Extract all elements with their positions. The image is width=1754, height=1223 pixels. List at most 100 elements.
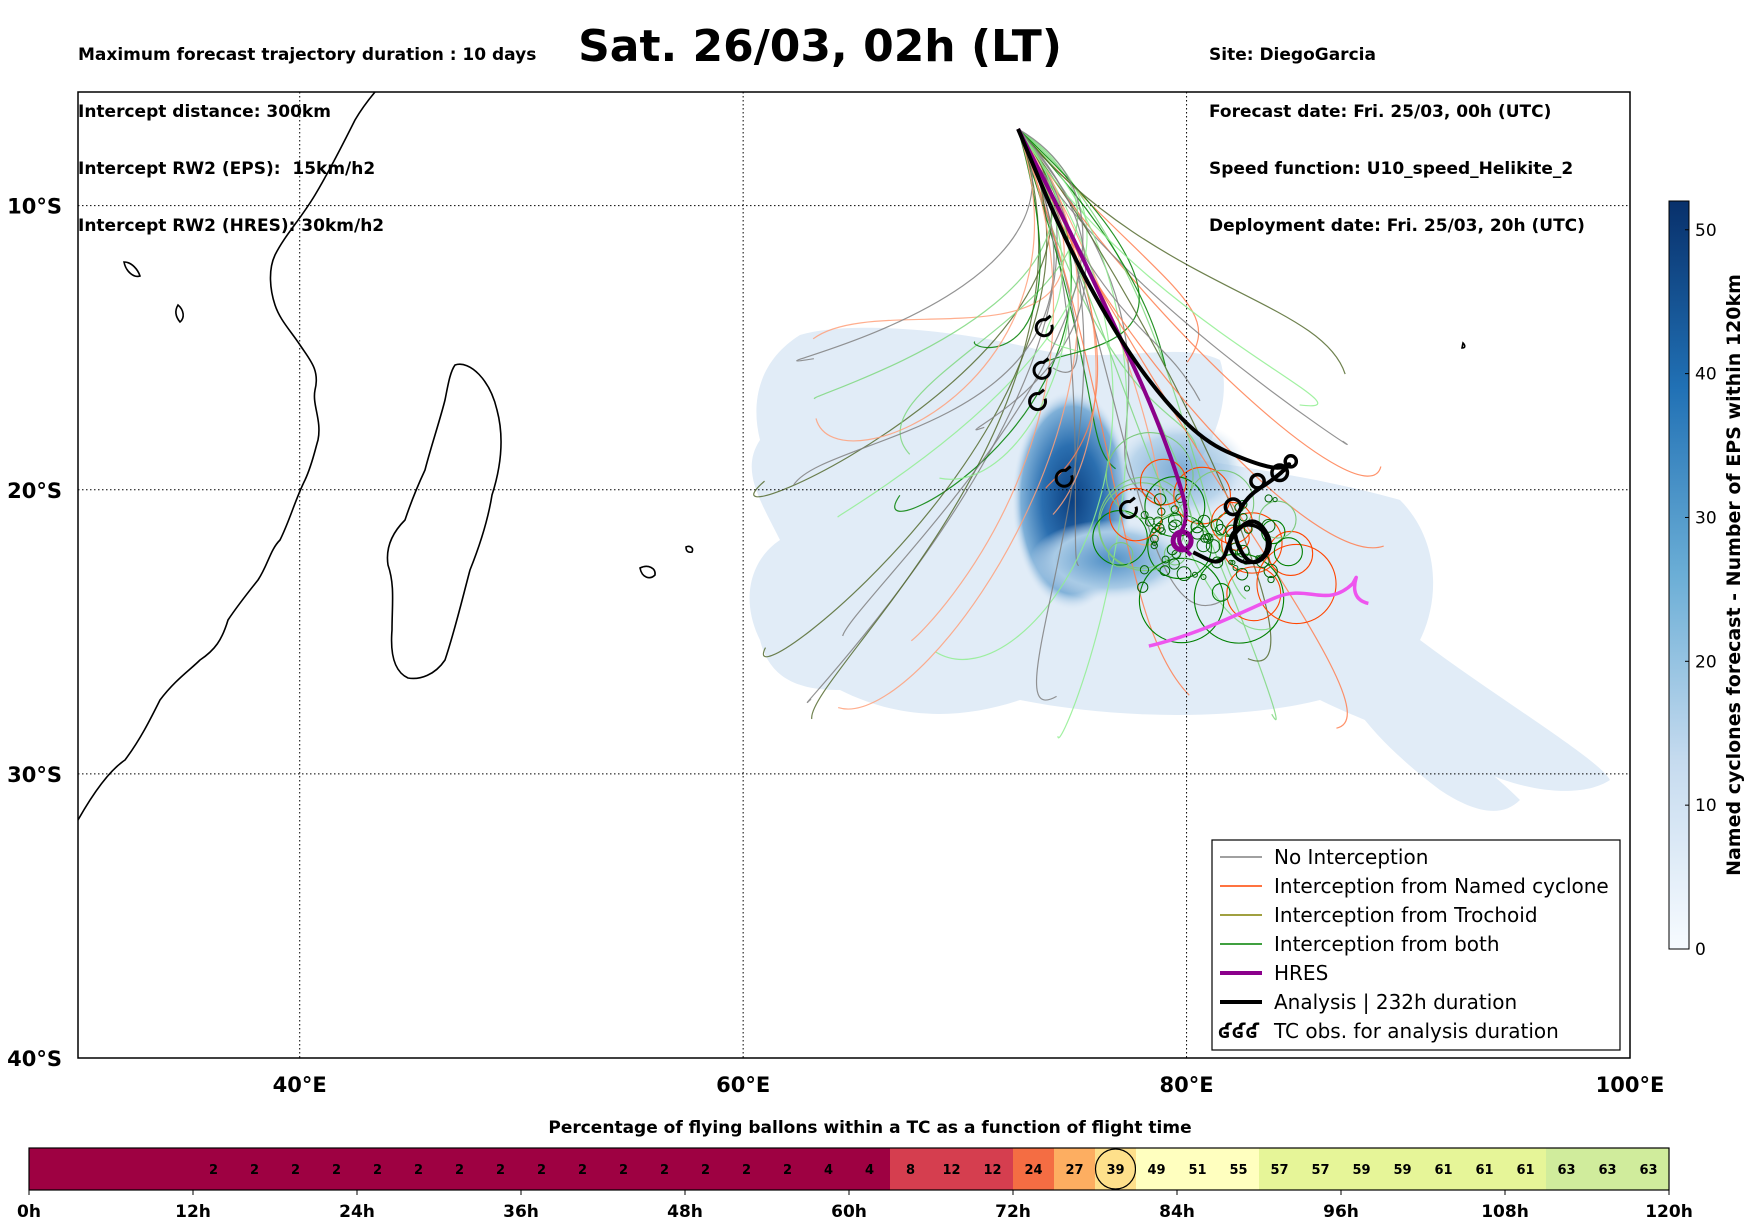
- interception-loop: [1210, 518, 1224, 532]
- timeline-value: 2: [701, 1163, 710, 1178]
- colorbar: Named cyclones forecast - Number of EPS …: [1668, 200, 1745, 960]
- timeline-cell: [1382, 1148, 1424, 1190]
- interception-loop: [1144, 516, 1155, 527]
- colorbar-tick-label: 10: [1695, 796, 1717, 816]
- timeline-cell: [644, 1148, 686, 1190]
- ensemble-track: [837, 128, 1088, 518]
- legend-label: Interception from Named cyclone: [1274, 874, 1609, 898]
- interception-loop: [1267, 575, 1275, 584]
- timeline-value: 2: [578, 1163, 587, 1178]
- timeline-value: 2: [660, 1163, 669, 1178]
- timeline-cell: [1587, 1148, 1629, 1190]
- timeline-cell: [1300, 1148, 1342, 1190]
- timeline-time-label: 36h: [503, 1202, 539, 1222]
- y-tick-label: 10°S: [7, 195, 62, 219]
- interception-loop: [1256, 543, 1337, 625]
- legend-label: Analysis | 232h duration: [1274, 990, 1517, 1014]
- chart-title: Sat. 26/03, 02h (LT): [578, 21, 1062, 72]
- interception-loop: [1139, 458, 1187, 506]
- legend-item: Interception from Named cyclone: [1220, 874, 1609, 898]
- legend-swatch-symbol: ʛʛʛ: [1218, 1019, 1259, 1043]
- hres-loop: [1170, 529, 1194, 553]
- ensemble-track: [1017, 128, 1079, 373]
- interception-loop: [1203, 533, 1214, 544]
- interception-loop: [1228, 559, 1234, 565]
- flight-time-timeline: Percentage of flying ballons within a TC…: [17, 1118, 1693, 1222]
- timeline-cell: [849, 1148, 891, 1190]
- interception-loop: [1273, 537, 1303, 567]
- interception-loop: [1190, 526, 1204, 540]
- ensemble-track: [1017, 128, 1128, 739]
- timeline-value: 12: [942, 1163, 960, 1178]
- legend-label: HRES: [1274, 961, 1328, 985]
- map-axis-labels: 40°E 60°E 80°E 100°E 10°S 20°S 30°S 40°S: [7, 195, 1664, 1097]
- interception-loop: [1168, 558, 1180, 570]
- timeline-cell: [1013, 1148, 1055, 1190]
- interception-loop: [1258, 500, 1297, 539]
- ensemble-track: [1017, 128, 1190, 696]
- interception-loop: [1105, 432, 1194, 520]
- ensemble-track: [753, 128, 1052, 498]
- x-tick-label: 40°E: [273, 1073, 327, 1097]
- hres-continuation-track: [1148, 575, 1369, 648]
- island: [639, 565, 656, 579]
- interception-loop: [1107, 542, 1134, 568]
- timeline-cell: [1423, 1148, 1465, 1190]
- y-tick-label: 40°S: [7, 1047, 62, 1071]
- param-max-duration: Maximum forecast trajectory duration : 1…: [78, 45, 537, 65]
- legend-item: Interception from both: [1220, 932, 1500, 956]
- deployment-date: Deployment date: Fri. 25/03, 20h (UTC): [1209, 216, 1585, 236]
- interception-loop: [1140, 510, 1149, 519]
- tc-obs-marker: [1032, 357, 1052, 380]
- tc-obs-marker: [1034, 314, 1054, 338]
- analysis-loop: [1249, 472, 1266, 490]
- island: [175, 303, 184, 324]
- legend-label: No Interception: [1274, 845, 1428, 869]
- legend-label: TC obs. for analysis duration: [1273, 1019, 1559, 1043]
- timeline-time-label: 48h: [667, 1202, 703, 1222]
- timeline-cell: [1218, 1148, 1260, 1190]
- interception-loop: [1153, 516, 1163, 527]
- timeline-cell: [685, 1148, 727, 1190]
- timeline-value: 2: [783, 1163, 792, 1178]
- interception-loop: [1154, 522, 1165, 533]
- timeline-value: 2: [537, 1163, 546, 1178]
- timeline-cell: [111, 1148, 153, 1190]
- timeline-time-label: 108h: [1481, 1202, 1529, 1222]
- map-plot: [78, 92, 1610, 821]
- legend-item: ʛʛʛ TC obs. for analysis duration: [1218, 1019, 1559, 1043]
- ensemble-track: [1017, 128, 1198, 449]
- timeline-cell: [1259, 1148, 1301, 1190]
- interception-loop: [1232, 564, 1239, 571]
- x-tick-label: 100°E: [1596, 1073, 1665, 1097]
- interception-loop: [1139, 565, 1150, 575]
- speed-function: Speed function: U10_speed_Helikite_2: [1209, 159, 1574, 179]
- x-tick-label: 60°E: [716, 1073, 770, 1097]
- y-tick-label: 20°S: [7, 479, 62, 503]
- timeline-cell: [439, 1148, 481, 1190]
- analysis-loop: [1228, 523, 1270, 565]
- interception-loop: [1211, 583, 1231, 602]
- colorbar-gradient: [1668, 200, 1690, 950]
- interception-loop: [1243, 585, 1251, 592]
- timeline-cell: [70, 1148, 112, 1190]
- interception-loop: [1159, 565, 1171, 577]
- timeline-cell: [275, 1148, 317, 1190]
- tc-obs-marker: [1028, 388, 1048, 412]
- ensemble-track: [1017, 128, 1140, 363]
- x-tick-label: 80°E: [1160, 1073, 1214, 1097]
- ensemble-track: [910, 128, 1054, 642]
- timeline-cell: [357, 1148, 399, 1190]
- timeline-time-label: 120h: [1645, 1202, 1693, 1222]
- timeline-cell: [931, 1148, 973, 1190]
- interception-loop: [1150, 534, 1159, 544]
- y-tick-label: 30°S: [7, 763, 62, 787]
- timeline-value: 27: [1065, 1163, 1083, 1178]
- ensemble-track: [1017, 128, 1116, 470]
- timeline-value: 63: [1598, 1163, 1616, 1178]
- timeline-cells: 2 2 2 2 2 2 2 2 2 2 2 2 2 2 2 4 4 8 12 12 24 27 39 49 51 55 57 57 59…: [28, 1147, 1670, 1191]
- timeline-cell: [1464, 1148, 1506, 1190]
- interception-loop: [1109, 487, 1163, 542]
- island: [1461, 341, 1466, 349]
- ensemble-track: [973, 128, 1041, 349]
